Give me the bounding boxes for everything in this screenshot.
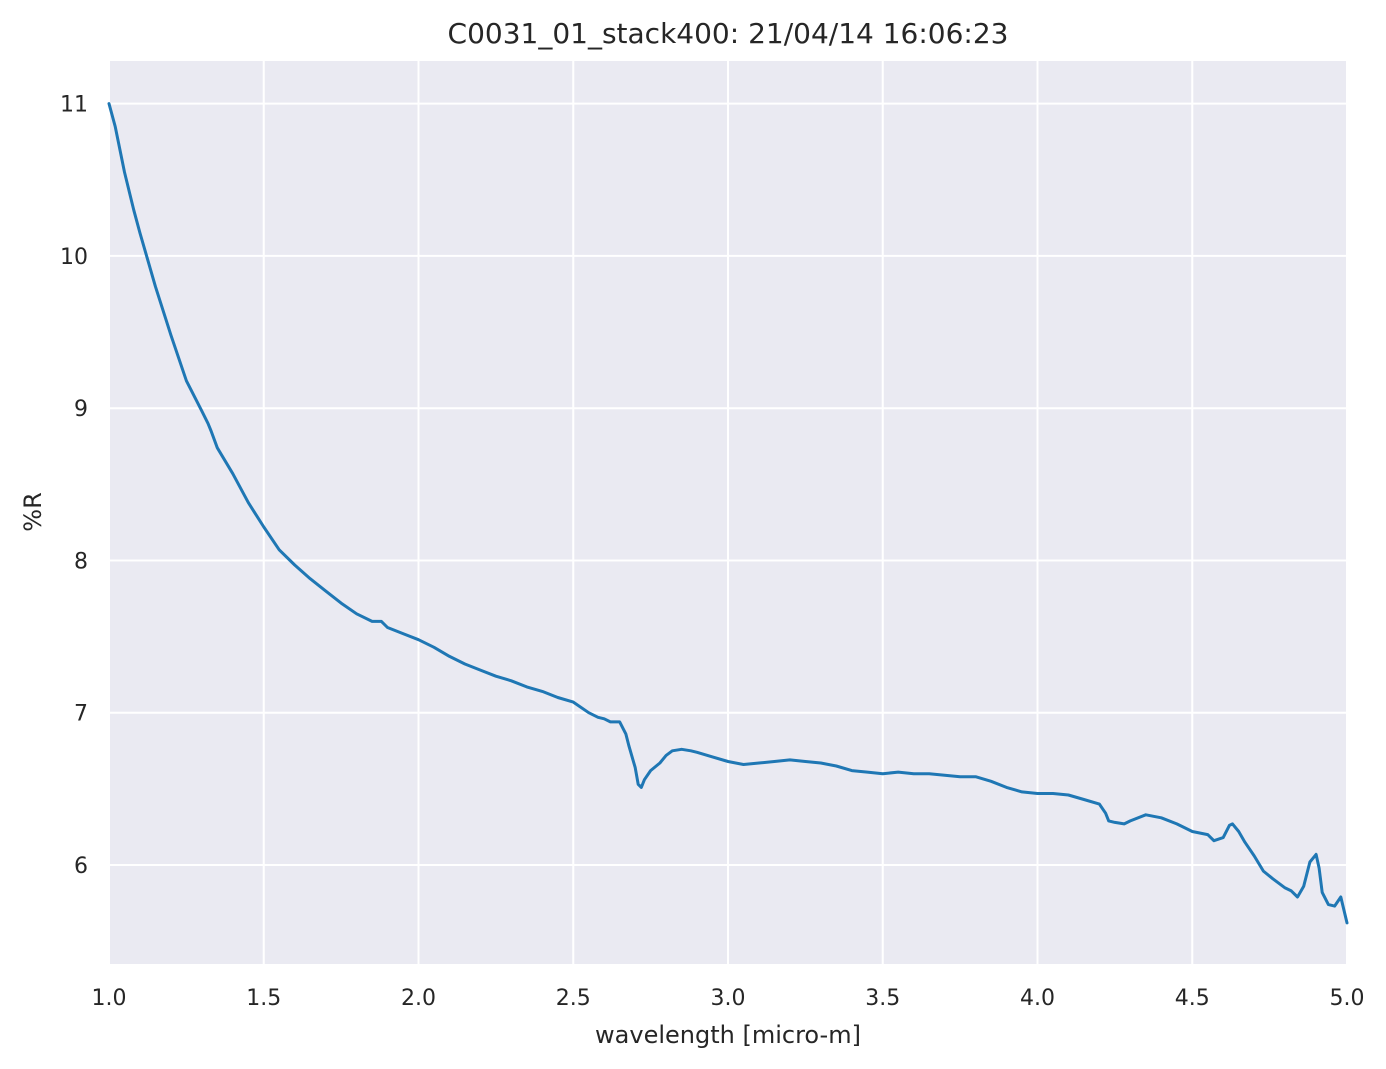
y-tick-label: 8: [74, 549, 88, 574]
x-tick-label: 3.0: [711, 986, 746, 1011]
y-tick-labels: 6 7 8 9 10 11: [60, 93, 88, 879]
x-tick-label: 2.5: [556, 986, 591, 1011]
grid-lines: [108, 61, 1348, 964]
x-tick-label: 3.5: [865, 986, 900, 1011]
x-tick-label: 5.0: [1330, 986, 1365, 1011]
y-tick-label: 7: [74, 702, 88, 727]
x-tick-label: 4.5: [1175, 986, 1210, 1011]
x-tick-label: 1.0: [92, 986, 127, 1011]
y-tick-label: 9: [74, 397, 88, 422]
x-tick-label: 1.5: [246, 986, 281, 1011]
x-tick-labels: 1.0 1.5 2.0 2.5 3.0 3.5 4.0 4.5 5.0: [92, 986, 1365, 1011]
x-tick-label: 2.0: [401, 986, 436, 1011]
y-tick-label: 10: [60, 245, 88, 270]
y-tick-label: 11: [60, 93, 88, 118]
x-tick-label: 4.0: [1020, 986, 1055, 1011]
y-tick-label: 6: [74, 854, 88, 879]
series-line: [107, 102, 1349, 925]
x-axis-label: wavelength [micro-m]: [595, 1021, 861, 1049]
chart-title: C0031_01_stack400: 21/04/14 16:06:23: [448, 17, 1009, 50]
y-axis-label: %R: [19, 492, 47, 531]
